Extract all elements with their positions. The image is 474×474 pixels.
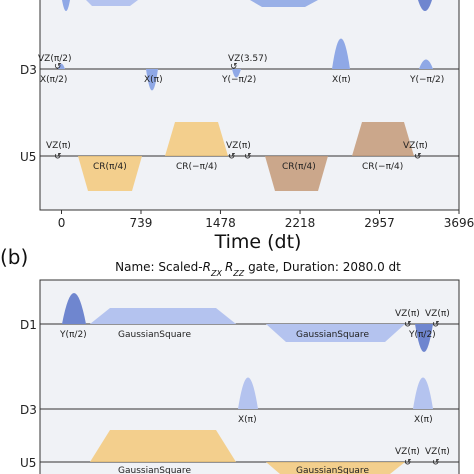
channel-label-d1: D1: [20, 318, 37, 332]
label-d3-x-pi: X(π): [144, 75, 163, 85]
label-u5-vz-pi-3: VZ(π): [403, 141, 428, 151]
pulse-b-y-pi2: [62, 293, 86, 324]
x-tick-label: 0: [58, 216, 66, 230]
pulse-cr-pi4-2: [265, 156, 328, 191]
vz-arrow-icon-b1: ↺: [404, 320, 412, 330]
label-b-d1-y-pi2: Y(π/2): [59, 330, 87, 340]
label-u5-vz-pi-2: VZ(π): [226, 141, 251, 151]
pulse-cr-pi4: [78, 156, 142, 191]
pulse-b-x-pi-2: [413, 377, 433, 409]
vz-arrow-icon: ↺: [54, 62, 62, 72]
pulse-y-mpi2: [232, 69, 241, 78]
vz-arrow-icon-6: ↺: [414, 152, 422, 162]
label-b-u5-vz-1: VZ(π): [395, 447, 420, 457]
pulse-b-gaussiansquare-1: [90, 308, 236, 324]
x-axis: 0 739 1478 2218 2957 3696: [58, 210, 474, 230]
x-tick-label: 739: [130, 216, 153, 230]
pulse-b-y-pi2-2: [415, 324, 433, 352]
x-tick-label: 1478: [205, 216, 236, 230]
label-b-d3-x-pi-2: X(π): [414, 415, 433, 425]
pulse-y-mpi2-2: [419, 59, 433, 69]
pulse-cr-mpi4-2: [352, 122, 414, 156]
label-u5-vz-pi: VZ(π): [46, 141, 71, 151]
title-r2: R: [225, 260, 233, 274]
pulse-x-pi-2: [332, 38, 350, 69]
vz-arrow-icon-b4: ↺: [432, 458, 440, 468]
label-d3-vz-357: VZ(3.57): [228, 54, 267, 64]
label-u5-cr-mpi4-2: CR(−π/4): [362, 162, 403, 172]
vz-arrow-icon-4: ↺: [228, 152, 236, 162]
pulse-cr-mpi4: [165, 122, 228, 156]
label-b-d1-y-pi2-2: Y(π/2): [408, 330, 436, 340]
panel-b-label: (b): [0, 245, 28, 269]
top-flat-remnant-2: [250, 0, 318, 7]
label-d3-x-pi2: X(π/2): [40, 75, 67, 85]
label-d3-vz-pi2: VZ(π/2): [38, 54, 72, 64]
pulse-x-pi2: [58, 63, 65, 69]
panel-b: (b) Name: Scaled-RZX RZZ gate, Duration: …: [0, 245, 460, 474]
label-u5-cr-mpi4: CR(−π/4): [176, 162, 217, 172]
x-tick-label: 3696: [444, 216, 474, 230]
pulse-b-u5-gs-1: [90, 430, 236, 462]
label-b-d1-vz-2: VZ(π): [425, 309, 450, 319]
top-gauss-remnant: [62, 0, 70, 11]
label-u5-cr-pi4-2: CR(π/4): [282, 162, 316, 172]
title-r1: R: [203, 260, 211, 274]
panel-a-gate-labels: VZ(π/2) ↺ X(π/2) X(π) VZ(3.57) ↺ Y(−π/2)…: [38, 54, 444, 172]
vz-arrow-icon-3: ↺: [54, 152, 62, 162]
vz-arrow-icon-b3: ↺: [404, 458, 412, 468]
d3-pulses: [58, 38, 433, 91]
top-flat-remnant: [86, 0, 138, 6]
label-u5-cr-pi4: CR(π/4): [93, 162, 127, 172]
vz-arrow-icon-b2: ↺: [432, 320, 440, 330]
label-b-d1-gs-1: GaussianSquare: [118, 330, 191, 340]
top-gauss-remnant-2: [418, 0, 432, 11]
channel-label-u5-b: U5: [20, 456, 36, 470]
u5-pulses: [78, 122, 414, 191]
panel-a: D3 U5 VZ(π/2) ↺ X(π/2) X(π) VZ(3.57) ↺: [20, 0, 474, 253]
label-d3-y-mpi2: Y(−π/2): [221, 75, 256, 85]
x-tick-label: 2218: [285, 216, 316, 230]
label-b-u5-gs-2: GaussianSquare: [296, 466, 369, 474]
title-zx: ZX: [210, 269, 222, 278]
pulse-b-gaussiansquare-2: [266, 324, 405, 342]
title-zz: ZZ: [232, 269, 244, 278]
label-b-d1-vz-1: VZ(π): [395, 309, 420, 319]
label-b-u5-gs-1: GaussianSquare: [118, 466, 191, 474]
label-d3-x-pi-2: X(π): [332, 75, 351, 85]
channel-label-u5: U5: [20, 150, 36, 164]
pulse-b-x-pi: [238, 377, 258, 409]
pulse-x-pi: [146, 69, 158, 91]
label-b-d3-x-pi: X(π): [238, 415, 257, 425]
vz-arrow-icon-5: ↺: [244, 152, 252, 162]
panel-b-title: Name: Scaled-RZX RZZ gate, Duration: 2080…: [115, 260, 401, 278]
pulse-b-u5-gs-2: [266, 462, 405, 474]
label-b-d1-gs-2: GaussianSquare: [296, 330, 369, 340]
title-prefix: Name: Scaled-: [115, 260, 203, 274]
channel-label-d3: D3: [20, 63, 37, 77]
label-d3-y-mpi2-2: Y(−π/2): [409, 75, 444, 85]
x-axis-title: Time (dt): [214, 231, 302, 253]
vz-arrow-icon-2: ↺: [230, 62, 238, 72]
label-b-u5-vz-2: VZ(π): [425, 447, 450, 457]
title-suffix: gate, Duration: 2080.0 dt: [244, 260, 401, 274]
x-tick-label: 2957: [364, 216, 395, 230]
channel-label-d3-b: D3: [20, 403, 37, 417]
